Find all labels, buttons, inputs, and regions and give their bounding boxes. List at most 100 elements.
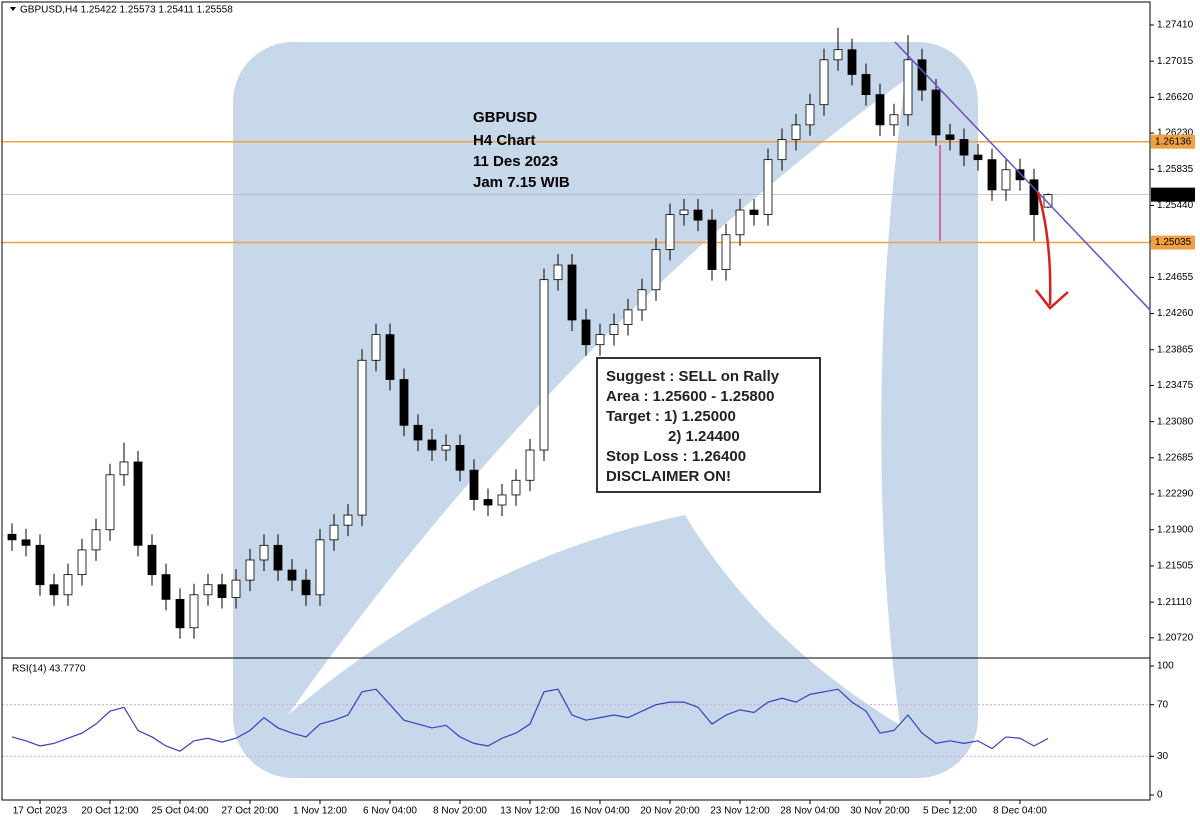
y-tick-label: 1.20720 bbox=[1157, 632, 1194, 643]
note-line: Target : 1) 1.25000 bbox=[606, 408, 736, 425]
candle-body bbox=[1001, 169, 1011, 191]
y-tick-label: 1.23865 bbox=[1157, 344, 1194, 355]
x-tick-label: 13 Nov 12:00 bbox=[500, 806, 560, 817]
candle-body bbox=[749, 209, 759, 216]
note-line: Stop Loss : 1.26400 bbox=[606, 448, 746, 465]
candle-body bbox=[581, 319, 591, 346]
x-tick-label: 8 Nov 20:00 bbox=[433, 806, 487, 817]
candle-body bbox=[371, 334, 381, 361]
candle-body bbox=[819, 59, 829, 106]
x-tick-label: 20 Nov 20:00 bbox=[640, 806, 700, 817]
annotation: Jam 7.15 WIB bbox=[473, 174, 570, 191]
y-tick-label: 1.24655 bbox=[1157, 272, 1194, 283]
x-tick-label: 30 Nov 20:00 bbox=[850, 806, 910, 817]
candle-body bbox=[245, 559, 255, 581]
candle-body bbox=[847, 49, 857, 75]
y-tick-label: 1.25835 bbox=[1157, 164, 1194, 175]
candle-body bbox=[679, 209, 689, 216]
candle-body bbox=[77, 549, 87, 576]
candle-body bbox=[105, 474, 115, 531]
x-tick-label: 5 Dec 12:00 bbox=[923, 806, 977, 817]
level-marker bbox=[1151, 134, 1195, 149]
y-tick-label: 70 bbox=[1157, 699, 1169, 710]
candle-body bbox=[161, 574, 171, 600]
y-tick-label: 1.22290 bbox=[1157, 489, 1194, 500]
level-marker bbox=[1151, 235, 1195, 250]
candle-body bbox=[917, 59, 927, 91]
y-tick-label: 100 bbox=[1157, 661, 1174, 672]
candle-body bbox=[35, 544, 45, 586]
candle-body bbox=[497, 494, 507, 506]
candle-body bbox=[973, 154, 983, 161]
candle-body bbox=[651, 249, 661, 291]
candle-body bbox=[399, 379, 409, 426]
candle-body bbox=[959, 139, 969, 156]
y-tick-label: 1.27410 bbox=[1157, 20, 1194, 31]
candle-body bbox=[343, 514, 353, 526]
candle-body bbox=[987, 159, 997, 191]
candle-body bbox=[525, 449, 535, 481]
y-tick-label: 1.21110 bbox=[1157, 597, 1192, 608]
note-box bbox=[596, 357, 821, 493]
plot: 1.27410 1.27015 1.26620 1.26230 1.25835 1.254… bbox=[2, 20, 1194, 817]
candle-body bbox=[231, 579, 241, 598]
candle-body bbox=[763, 159, 773, 216]
note-line: DISCLAIMER ON! bbox=[606, 468, 731, 485]
annotation: GBPUSD bbox=[473, 109, 537, 126]
candle-body bbox=[721, 234, 731, 270]
candle-body bbox=[567, 264, 577, 321]
candle-body bbox=[623, 309, 633, 325]
candle-body bbox=[357, 359, 367, 516]
candle-body bbox=[1043, 194, 1053, 208]
annotation: H4 Chart bbox=[473, 132, 536, 149]
x-tick-label: 27 Oct 20:00 bbox=[221, 806, 279, 817]
candle-body bbox=[287, 569, 297, 581]
candle-body bbox=[903, 59, 913, 116]
candle-body bbox=[329, 524, 339, 541]
last-price-label: 1.25558 bbox=[1155, 189, 1192, 200]
candle-body bbox=[441, 445, 451, 451]
symbol-header: GBPUSD,H4 1.25422 1.25573 1.25411 1.2555… bbox=[20, 5, 233, 16]
last-price-marker bbox=[1151, 187, 1195, 202]
candle-body bbox=[133, 461, 143, 546]
candle-body bbox=[413, 424, 423, 441]
candle-body bbox=[833, 49, 843, 61]
annotation: 11 Des 2023 bbox=[473, 153, 558, 170]
candle-body bbox=[791, 124, 801, 140]
x-tick-label: 6 Nov 04:00 bbox=[363, 806, 417, 817]
candle-body bbox=[63, 574, 73, 596]
candle-body bbox=[931, 89, 941, 136]
level-label: 1.26136 bbox=[1155, 136, 1192, 147]
candle-body bbox=[861, 74, 871, 96]
candle-body bbox=[483, 499, 493, 506]
candle-body bbox=[889, 114, 899, 126]
candle-body bbox=[21, 539, 31, 546]
candle-body bbox=[49, 584, 59, 596]
candle-body bbox=[875, 94, 885, 126]
candle-body bbox=[203, 584, 213, 596]
rsi-header: RSI(14) 43.7770 bbox=[12, 664, 86, 675]
note-line: Suggest : SELL on Rally bbox=[606, 368, 780, 385]
menu-icon[interactable] bbox=[10, 7, 16, 11]
candle-body bbox=[427, 439, 437, 451]
y-tick-label: 1.23080 bbox=[1157, 416, 1194, 427]
x-tick-label: 20 Oct 12:00 bbox=[81, 806, 139, 817]
candle-body bbox=[259, 544, 269, 561]
trendline bbox=[894, 41, 1151, 311]
y-tick-label: 1.21505 bbox=[1157, 561, 1194, 572]
candle-body bbox=[7, 533, 17, 541]
level-label: 1.25035 bbox=[1155, 237, 1192, 248]
x-tick-label: 28 Nov 04:00 bbox=[780, 806, 840, 817]
rsi-line bbox=[11, 688, 1049, 752]
candle-body bbox=[175, 598, 185, 629]
candle-body bbox=[805, 104, 815, 126]
y-tick-label: 1.25440 bbox=[1157, 200, 1194, 211]
arrow-head bbox=[1035, 289, 1069, 310]
candle-body bbox=[189, 594, 199, 629]
candle-body bbox=[1029, 179, 1039, 216]
candle-body bbox=[735, 209, 745, 236]
candle-body bbox=[637, 289, 647, 311]
candle-body bbox=[553, 264, 563, 281]
candle-body bbox=[609, 324, 619, 336]
